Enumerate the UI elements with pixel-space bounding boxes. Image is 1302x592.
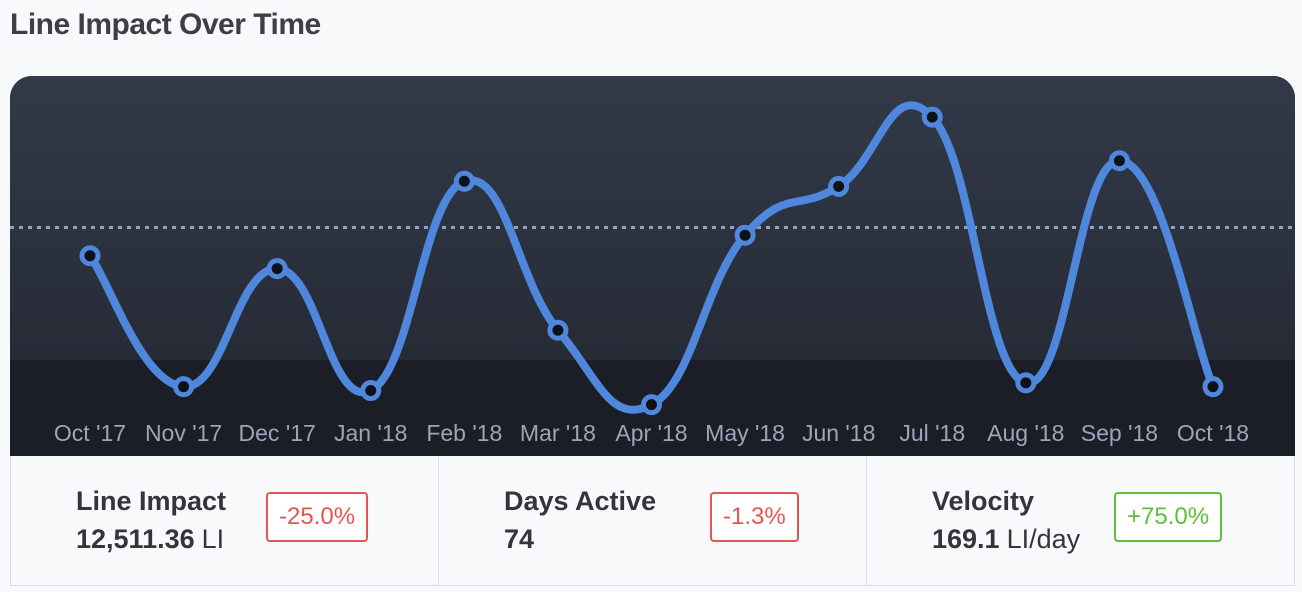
stat-value: 169.1 LI/day: [932, 524, 1080, 555]
x-tick-label: Aug '18: [987, 420, 1064, 446]
stat-days-active: Days Active 74 -1.3%: [439, 456, 867, 585]
data-points: [79, 106, 1224, 416]
data-point[interactable]: [921, 106, 943, 128]
data-point[interactable]: [828, 175, 850, 197]
change-badge: -25.0%: [266, 492, 369, 542]
data-point[interactable]: [79, 245, 101, 267]
stat-number: 12,511.36: [76, 524, 195, 554]
change-badge: -1.3%: [710, 492, 799, 542]
x-tick-label: Oct '18: [1177, 420, 1249, 446]
x-tick-label: Jun '18: [802, 420, 875, 446]
chart-svg: Oct '17 Nov '17 Dec '17 Jan '18 Feb '18 Mar '…: [10, 76, 1295, 456]
data-point[interactable]: [360, 380, 382, 402]
x-axis-labels: Oct '17 Nov '17 Dec '17 Jan '18 Feb '18 Mar '…: [54, 420, 1249, 446]
x-tick-label: Sep '18: [1081, 420, 1158, 446]
stat-value: 74: [504, 524, 541, 555]
data-point[interactable]: [734, 224, 756, 246]
stat-velocity: Velocity 169.1 LI/day +75.0%: [867, 456, 1294, 585]
data-point[interactable]: [266, 258, 288, 280]
x-tick-label: Apr '18: [615, 420, 687, 446]
stat-label: Days Active: [504, 486, 657, 516]
stat-unit: LI/day: [1006, 524, 1081, 554]
stat-label: Line Impact: [76, 486, 227, 516]
x-tick-label: Mar '18: [520, 420, 596, 446]
data-point[interactable]: [1015, 372, 1037, 394]
x-tick-label: Jan '18: [334, 420, 407, 446]
data-point[interactable]: [641, 394, 662, 416]
x-tick-label: Oct '17: [54, 420, 126, 446]
x-tick-label: May '18: [705, 420, 785, 446]
data-point[interactable]: [1108, 150, 1130, 172]
x-tick-label: Dec '17: [239, 420, 316, 446]
chart-upper-band: [10, 76, 1295, 360]
stats-bar: Line Impact 12,511.36 LI -25.0% Days Acti…: [10, 456, 1295, 586]
stat-number: 169.1: [932, 524, 1000, 554]
stat-label: Velocity: [932, 486, 1035, 516]
stat-unit: LI: [201, 524, 225, 554]
stat-value: 12,511.36 LI: [76, 524, 224, 555]
change-badge: +75.0%: [1114, 492, 1223, 542]
data-point[interactable]: [1202, 376, 1224, 398]
data-point[interactable]: [547, 319, 569, 341]
x-tick-label: Jul '18: [899, 420, 965, 446]
stat-number: 74: [504, 524, 535, 554]
x-tick-label: Feb '18: [426, 420, 502, 446]
stat-line-impact: Line Impact 12,511.36 LI -25.0%: [11, 456, 439, 585]
data-point[interactable]: [173, 376, 195, 398]
x-tick-label: Nov '17: [145, 420, 222, 446]
data-point[interactable]: [453, 170, 475, 192]
line-impact-chart: Oct '17 Nov '17 Dec '17 Jan '18 Feb '18 Mar '…: [10, 76, 1295, 456]
page-title: Line Impact Over Time: [10, 8, 321, 41]
